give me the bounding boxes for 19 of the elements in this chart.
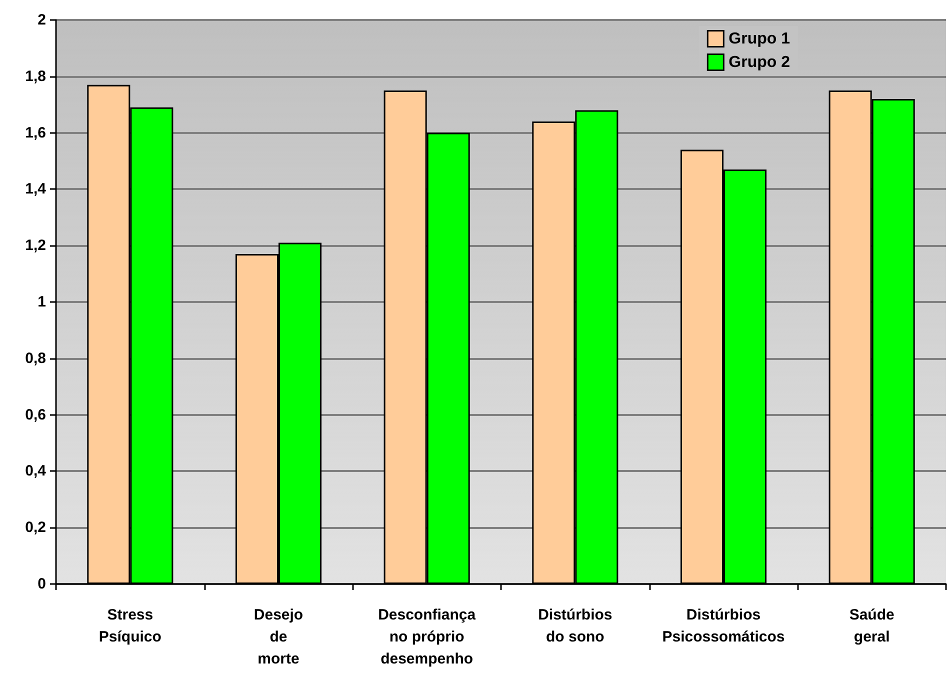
y-tick-label: 1,8 xyxy=(25,68,46,85)
y-tick-label: 0,8 xyxy=(25,350,46,367)
y-tick-label: 1,2 xyxy=(25,237,46,254)
x-tick-label: Desconfiança no próprio desempenho xyxy=(378,606,476,668)
legend-label: Grupo 1 xyxy=(728,30,790,48)
x-tick-label: Distúrbios do sono xyxy=(538,606,612,646)
legend-label: Grupo 2 xyxy=(728,54,790,71)
x-tick-label: Stress Psíquico xyxy=(98,606,162,646)
y-tick-label: 0,4 xyxy=(25,462,47,480)
y-tick-label: 0,2 xyxy=(25,519,46,536)
x-tick-label: Saúde geral xyxy=(849,606,894,646)
x-tick-label: Distúrbios Psicossomáticos xyxy=(662,606,785,646)
y-tick-label: 0,6 xyxy=(25,406,46,424)
x-tick-label: Desejo de morte xyxy=(254,606,304,668)
y-tick-label: 1,4 xyxy=(25,180,47,198)
y-tick-label: 1 xyxy=(38,294,46,310)
y-tick-label: 1,6 xyxy=(25,124,46,142)
y-tick-label: 2 xyxy=(38,12,46,28)
y-tick-label: 0 xyxy=(38,576,46,592)
